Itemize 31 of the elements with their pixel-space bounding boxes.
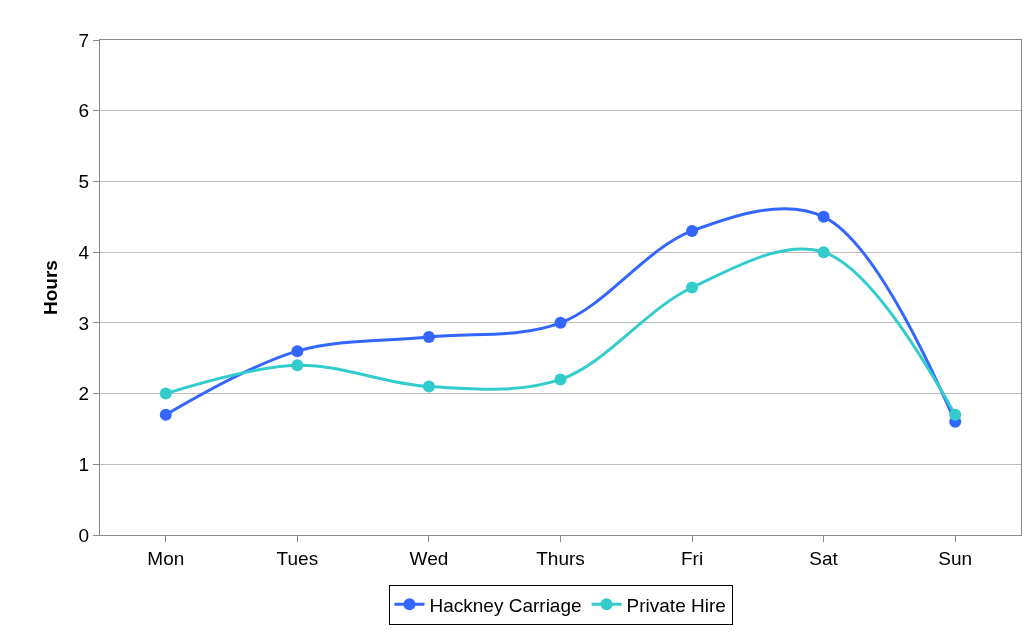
x-tick-label: Mon	[147, 547, 185, 569]
y-tick-label: 0	[78, 524, 90, 546]
y-tick-label: 3	[78, 312, 90, 334]
y-tick-label: 5	[78, 171, 90, 193]
x-tick-label: Wed	[409, 547, 449, 569]
x-tick-label: Sun	[938, 547, 973, 569]
y-tick-label: 1	[78, 453, 90, 475]
x-tick-label: Fri	[680, 547, 704, 569]
point	[291, 345, 304, 358]
x-tick-label: Tues	[276, 547, 319, 569]
point	[686, 224, 699, 237]
y-tick-label: 2	[78, 383, 90, 405]
legend-label: Hackney Carriage	[429, 594, 582, 616]
point	[554, 316, 567, 329]
point	[817, 246, 830, 259]
point	[422, 380, 435, 393]
point	[554, 373, 567, 386]
x-tick-label: Sat	[809, 547, 839, 569]
legend-label: Private Hire	[626, 594, 726, 616]
point	[686, 281, 699, 294]
y-tick-label: 4	[78, 241, 90, 263]
point	[949, 408, 962, 421]
y-axis-title: Hours	[40, 260, 62, 315]
y-tick-label: 7	[78, 29, 90, 51]
point	[291, 359, 304, 372]
point	[422, 331, 435, 343]
point	[159, 408, 172, 421]
x-tick-label: Thurs	[536, 547, 585, 569]
point	[159, 387, 172, 400]
y-tick-label: 6	[78, 100, 90, 122]
point	[817, 210, 830, 223]
